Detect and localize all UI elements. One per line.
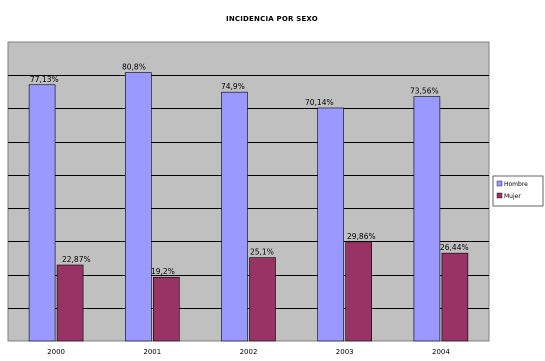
bar-mujer-2002 — [249, 257, 276, 342]
data-label-mujer-2001: 19,2% — [151, 267, 175, 276]
legend: Hombre Mujer — [492, 175, 544, 207]
plot-background — [7, 41, 490, 342]
data-labels: 77,13% 22,87% 80,8% 19,2% 74,9% 25,1% 70,14% 29… — [30, 63, 469, 277]
data-label-hombre-2002: 74,9% — [221, 82, 245, 91]
bar-mujer-2004 — [441, 252, 469, 342]
legend-label-hombre: Hombre — [504, 181, 528, 188]
bar-hombre-2004 — [413, 96, 441, 342]
data-label-mujer-2002: 25,1% — [250, 248, 274, 257]
bar-mujer-2003 — [345, 241, 373, 342]
bar-hombre-2002 — [221, 91, 248, 342]
bar-hombre-2003 — [317, 107, 345, 342]
data-label-mujer-2000: 22,87% — [62, 255, 91, 264]
x-tick-label-2002: 2002 — [240, 348, 258, 356]
x-tick-label-2000: 2000 — [47, 348, 65, 356]
bars — [28, 72, 469, 342]
data-label-hombre-2004: 73,56% — [410, 87, 439, 96]
data-label-hombre-2003: 70,14% — [305, 98, 334, 107]
gridlines — [8, 75, 489, 309]
plot-area — [7, 41, 490, 342]
data-label-hombre-2000: 77,13% — [30, 75, 59, 84]
x-tick-label-2004: 2004 — [432, 348, 450, 356]
chart-title: INCIDENCIA POR SEXO — [226, 15, 318, 23]
legend-swatch-mujer — [496, 192, 503, 199]
data-label-hombre-2001: 80,8% — [122, 63, 146, 72]
bar-mujer-2000 — [56, 264, 84, 342]
bar-mujer-2001 — [153, 276, 180, 342]
legend-swatch-hombre — [496, 180, 503, 187]
x-axis: 2000 2001 2002 2003 2004 — [47, 348, 450, 356]
legend-label-mujer: Mujer — [504, 193, 521, 200]
x-tick-label-2003: 2003 — [336, 348, 354, 356]
bar-hombre-2000 — [28, 84, 56, 342]
x-tick-label-2001: 2001 — [143, 348, 161, 356]
data-label-mujer-2003: 29,86% — [347, 232, 376, 241]
bar-hombre-2001 — [125, 72, 152, 342]
data-label-mujer-2004: 26,44% — [440, 243, 469, 252]
